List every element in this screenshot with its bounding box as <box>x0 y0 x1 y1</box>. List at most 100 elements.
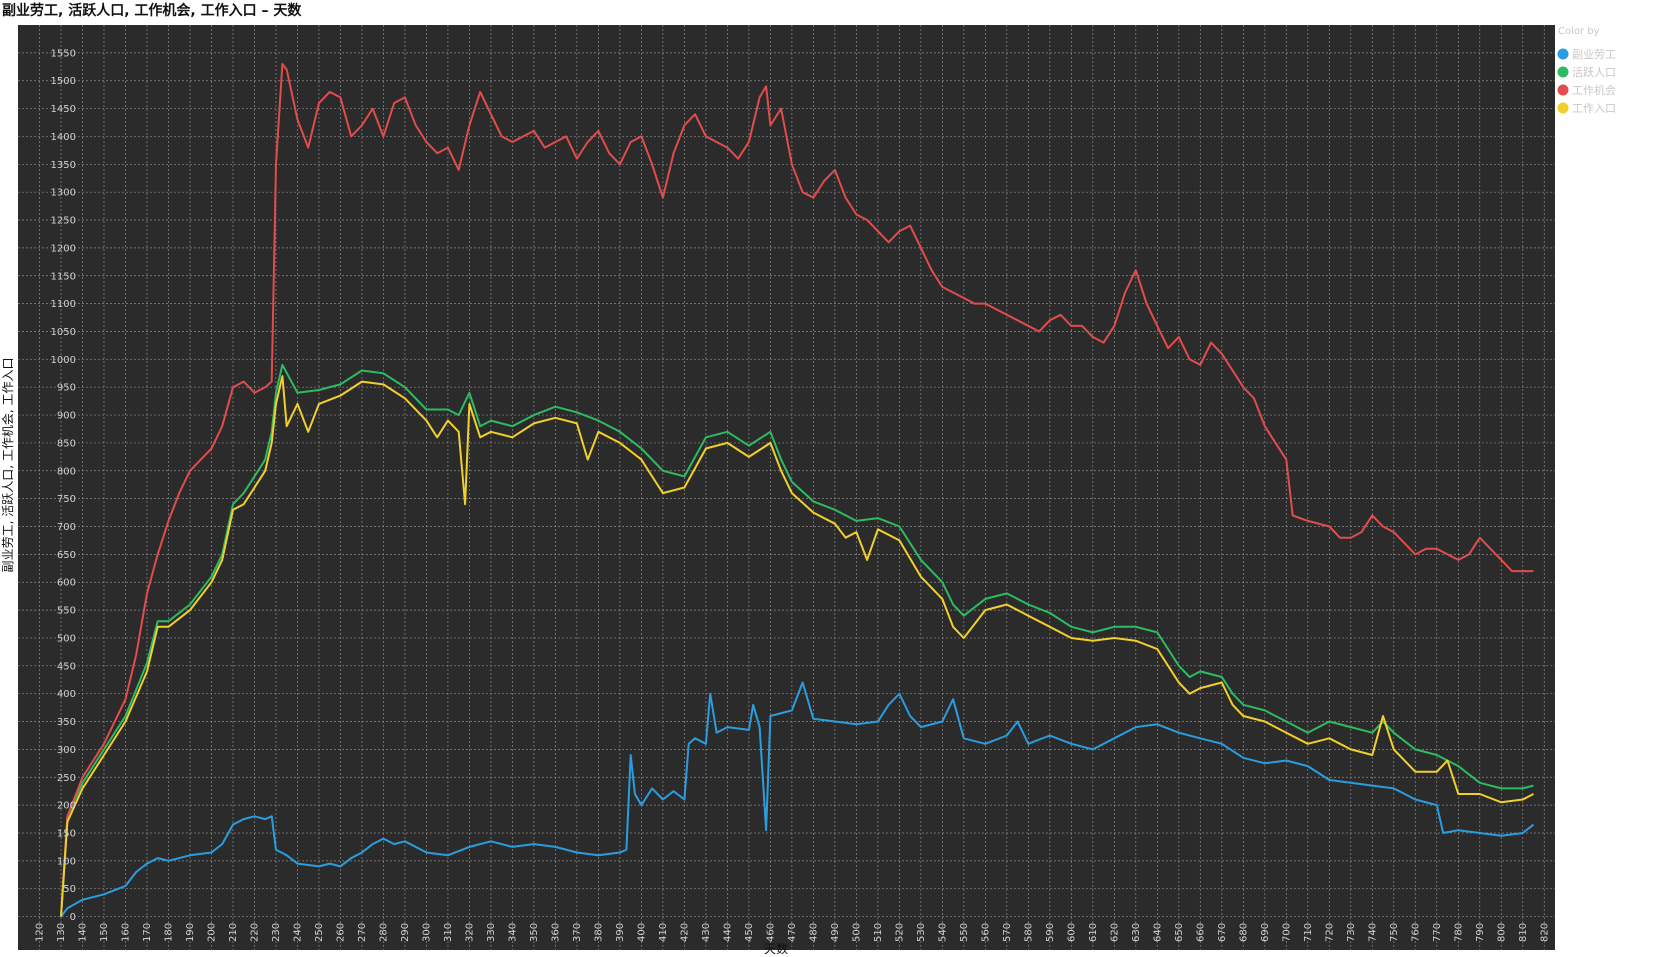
x-tick-label: 190 <box>185 923 196 942</box>
x-tick-label: 150 <box>99 923 110 942</box>
y-tick-label: 500 <box>57 633 76 644</box>
y-tick-label: 950 <box>57 383 76 394</box>
x-tick-label: 740 <box>1367 923 1378 942</box>
x-tick-label: 420 <box>679 923 690 942</box>
x-tick-label: 220 <box>249 923 260 942</box>
y-tick-label: 250 <box>57 773 76 784</box>
x-tick-label: 500 <box>851 923 862 942</box>
x-tick-label: 260 <box>335 923 346 942</box>
x-tick-label: 270 <box>357 923 368 942</box>
legend-title: Color by <box>1558 26 1600 37</box>
y-tick-label: 750 <box>57 494 76 505</box>
x-tick-label: 730 <box>1346 923 1357 942</box>
x-tick-label: 370 <box>572 923 583 942</box>
x-tick-label: 490 <box>830 923 841 942</box>
series-line-4 <box>60 375 1534 917</box>
legend-label: 工作入口 <box>1572 102 1616 115</box>
x-tick-label: 710 <box>1303 923 1314 942</box>
legend-label: 活跃人口 <box>1572 65 1616 79</box>
x-tick-label: 660 <box>1195 923 1206 942</box>
y-axis-label: 副业劳工, 活跃人口, 工作机会, 工作入口 <box>1 358 15 573</box>
x-tick-label: 700 <box>1281 923 1292 942</box>
x-tick-label: 360 <box>550 923 561 942</box>
legend-swatch <box>1557 84 1569 96</box>
x-tick-label: 640 <box>1152 923 1163 942</box>
y-tick-label: 1050 <box>51 327 76 338</box>
x-tick-label: 130 <box>56 923 67 942</box>
x-tick-label: 790 <box>1475 923 1486 942</box>
x-tick-label: 430 <box>701 923 712 942</box>
x-tick-label: 160 <box>120 923 131 942</box>
x-tick-label: 580 <box>1023 923 1034 942</box>
x-tick-label: 470 <box>787 923 798 942</box>
legend-label: 工作机会 <box>1572 83 1616 97</box>
x-tick-label: 670 <box>1217 923 1228 942</box>
x-tick-label: 230 <box>271 923 282 942</box>
y-tick-label: 700 <box>57 522 76 533</box>
plot-background <box>18 25 1555 950</box>
x-tick-label: 750 <box>1389 923 1400 942</box>
y-axis-ticks: 0 50 100 150 200 250 300 350 400 450 500 550 600 650 7… <box>51 48 76 923</box>
x-tick-label: 820 <box>1539 923 1550 942</box>
y-tick-label: 0 <box>70 912 76 923</box>
x-tick-label: 290 <box>400 923 411 942</box>
x-tick-label: 610 <box>1088 923 1099 942</box>
y-tick-label: 1300 <box>51 188 76 199</box>
y-tick-label: 1200 <box>51 243 76 254</box>
y-tick-label: 150 <box>57 828 76 839</box>
x-tick-label: 330 <box>486 923 497 942</box>
y-tick-label: 400 <box>57 689 76 700</box>
x-tick-label: 390 <box>615 923 626 942</box>
x-tick-label: 320 <box>464 923 475 942</box>
x-tick-label: 630 <box>1131 923 1142 942</box>
x-tick-label: 180 <box>163 923 174 942</box>
y-tick-label: 1150 <box>51 271 76 282</box>
y-tick-label: 1500 <box>51 76 76 87</box>
x-tick-label: 520 <box>894 923 905 942</box>
x-axis-label: 天数 <box>764 941 788 956</box>
x-tick-label: 340 <box>507 923 518 942</box>
y-tick-label: 1000 <box>51 355 76 366</box>
x-tick-label: 760 <box>1410 923 1421 942</box>
y-tick-label: 200 <box>57 801 76 812</box>
y-tick-label: 850 <box>57 438 76 449</box>
x-tick-label: 140 <box>77 923 88 942</box>
y-tick-label: 1400 <box>51 132 76 143</box>
x-tick-label: 560 <box>980 923 991 942</box>
grid-lines <box>18 25 1555 950</box>
legend-swatch <box>1557 66 1569 78</box>
x-tick-label: 600 <box>1066 923 1077 942</box>
series-line-2 <box>60 363 1534 917</box>
x-tick-label: 540 <box>937 923 948 942</box>
x-tick-label: 450 <box>744 923 755 942</box>
y-tick-label: 1100 <box>51 299 76 310</box>
x-tick-label: 650 <box>1174 923 1185 942</box>
x-tick-label: 810 <box>1518 923 1529 942</box>
x-tick-label: 250 <box>314 923 325 942</box>
y-tick-label: 350 <box>57 717 76 728</box>
series-line-3 <box>60 63 1534 917</box>
y-tick-label: 100 <box>57 856 76 867</box>
x-tick-label: 410 <box>658 923 669 942</box>
y-tick-label: 50 <box>63 884 76 895</box>
x-tick-label: 440 <box>722 923 733 942</box>
y-tick-label: 550 <box>57 606 76 617</box>
x-tick-label: 280 <box>378 923 389 942</box>
x-tick-label: 170 <box>142 923 153 942</box>
chart-title: 副业劳工, 活跃人口, 工作机会, 工作入口 – 天数 <box>2 3 302 19</box>
x-tick-label: 770 <box>1432 923 1443 942</box>
x-tick-label: 690 <box>1260 923 1271 942</box>
x-tick-label: 210 <box>228 923 239 942</box>
x-tick-label: 460 <box>765 923 776 942</box>
x-tick-label: 350 <box>529 923 540 942</box>
x-tick-label: 620 <box>1109 923 1120 942</box>
y-tick-label: 600 <box>57 578 76 589</box>
plot-area <box>60 63 1535 918</box>
y-tick-label: 1250 <box>51 216 76 227</box>
x-tick-label: 400 <box>636 923 647 942</box>
x-axis-ticks: 120 130 140 150 160 170 180 190 200 210 220 230 240 2… <box>34 923 1550 942</box>
y-tick-label: 300 <box>57 745 76 756</box>
y-tick-label: 800 <box>57 466 76 477</box>
